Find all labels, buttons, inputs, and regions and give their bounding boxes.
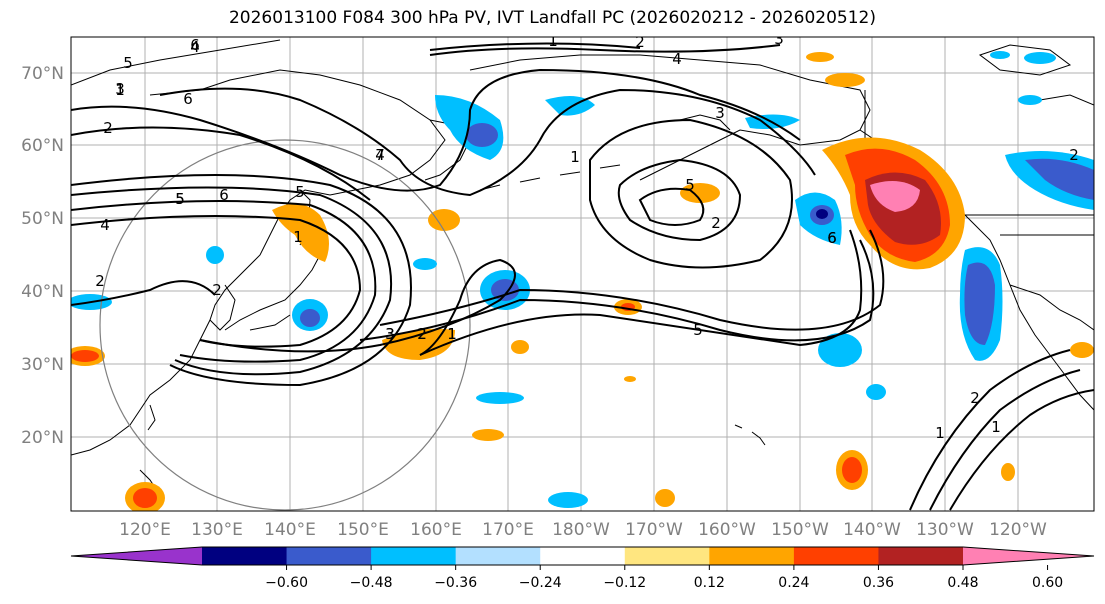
colorbar-tick-label: −0.24 — [519, 575, 562, 591]
contour-label: 1 — [115, 81, 125, 99]
contour-label: 3 — [385, 325, 395, 343]
contour-label: 2 — [417, 325, 427, 343]
colorbar-segment — [793, 547, 879, 565]
contour-label: 2 — [970, 389, 980, 407]
contour-label: 2 — [635, 33, 645, 51]
colorbar-tick-label: 0.24 — [778, 575, 809, 591]
colorbar-segment — [709, 547, 795, 565]
contour-label: 1 — [447, 325, 457, 343]
colorbar-segment — [455, 547, 541, 565]
colorbar-tick-label: −0.60 — [265, 575, 308, 591]
contour-label: 4 — [375, 146, 385, 164]
contour-label: 6 — [183, 90, 193, 108]
colorbar-tick-label: −0.36 — [434, 575, 477, 591]
range-circle — [99, 139, 471, 511]
contour-label: 5 — [175, 190, 185, 208]
longitude-label: 120°E — [119, 520, 171, 540]
colorbar-segment — [202, 547, 288, 565]
colorbar: −0.60 −0.48 −0.36 −0.24 −0.12 0.12 0.24 0.36 0.4… — [70, 546, 1095, 591]
contour-label: 4 — [672, 50, 682, 68]
colorbar-tick-label: 0.12 — [694, 575, 725, 591]
colorbar-outline — [70, 546, 1095, 566]
longitude-labels: 120°E 130°E 140°E 150°E 160°E 170°E 180°W 170°W… — [119, 520, 1047, 540]
colorbar-tick-label: −0.12 — [603, 575, 646, 591]
longitude-label: 160°E — [410, 520, 462, 540]
colorbar-tick-label: 0.36 — [863, 575, 894, 591]
contour-label: 2 — [417, 325, 427, 343]
contour-label: 2 — [1069, 146, 1079, 164]
contour-label: 4 — [190, 38, 200, 56]
contour-label: 1 — [570, 148, 580, 166]
pv-contours — [71, 42, 1094, 511]
contour-label: 6 — [827, 229, 837, 247]
colorbar-extend-high — [963, 547, 1094, 565]
colorbar-segment — [540, 547, 626, 565]
contour-label: 1 — [991, 418, 1001, 436]
contour-label: 6 — [190, 36, 200, 54]
longitude-label: 160°W — [698, 520, 756, 540]
longitude-label: 130°E — [191, 520, 243, 540]
contour-label: 3 — [385, 325, 395, 343]
colorbar-segment — [624, 547, 710, 565]
latitude-label: 30°N — [21, 355, 64, 375]
colorbar-segment — [286, 547, 372, 565]
colorbar-extend-low — [71, 547, 202, 565]
contour-label: 2 — [711, 214, 721, 232]
longitude-label: 150°E — [337, 520, 389, 540]
contour-label: 5 — [123, 54, 133, 72]
contour-label: 1 — [935, 424, 945, 442]
contour-label: 6 — [219, 186, 229, 204]
contour-label: 5 — [685, 176, 695, 194]
longitude-label: 150°W — [771, 520, 829, 540]
longitude-label: 130°W — [916, 520, 974, 540]
contour-label: 4 — [100, 216, 110, 234]
contour-label: 1 — [447, 325, 457, 343]
longitude-label: 140°W — [843, 520, 901, 540]
latitude-label: 50°N — [21, 209, 64, 229]
colorbar-tick-label: −0.48 — [350, 575, 393, 591]
contour-label: 5 — [175, 190, 185, 208]
contour-label: 3 — [774, 30, 784, 48]
longitude-label: 170°W — [625, 520, 683, 540]
latitude-label: 40°N — [21, 282, 64, 302]
latitude-label: 70°N — [21, 64, 64, 84]
latitude-label: 60°N — [21, 136, 64, 156]
colorbar-tick-label: 0.60 — [1032, 575, 1063, 591]
contour-label: 5 — [693, 321, 703, 339]
colorbar-segment — [371, 547, 457, 565]
contour-label: 2 — [212, 281, 222, 299]
longitude-label: 120°W — [989, 520, 1047, 540]
longitude-label: 180°W — [552, 520, 610, 540]
latitude-label: 20°N — [21, 428, 64, 448]
longitude-label: 140°E — [264, 520, 316, 540]
map-title: 2026013100 F084 300 hPa PV, IVT Landfall… — [228, 8, 876, 28]
contour-label: 2 — [95, 272, 105, 290]
contour-label: 3 — [715, 104, 725, 122]
contour-label: 1 — [293, 228, 303, 246]
contour-label: 6 — [827, 229, 837, 247]
contour-label: 1 — [548, 32, 558, 50]
latitude-labels: 70°N 60°N 50°N 40°N 30°N 20°N — [21, 64, 64, 448]
longitude-label: 170°E — [482, 520, 534, 540]
map-border — [70, 36, 1095, 512]
contour-label: 7 — [375, 146, 385, 164]
gridlines — [71, 37, 1094, 511]
colorbar-segment — [878, 547, 964, 565]
contour-label: 5 — [295, 183, 305, 201]
contour-label: 3 — [115, 80, 125, 98]
contour-label: 2 — [103, 119, 113, 137]
colorbar-tick-label: 0.48 — [947, 575, 978, 591]
